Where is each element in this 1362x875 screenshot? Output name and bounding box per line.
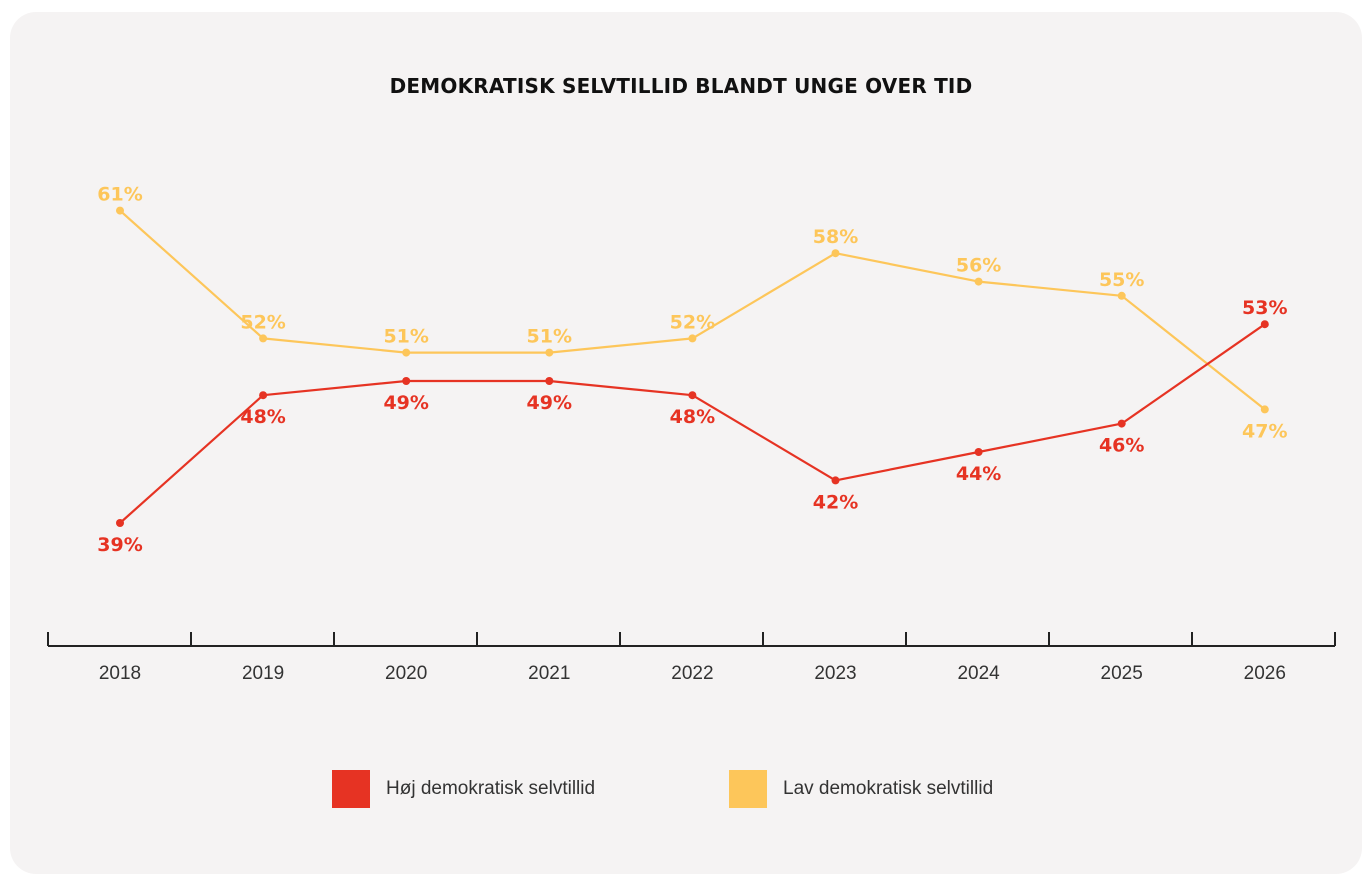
- data-point-lav: [1117, 291, 1126, 300]
- data-label-hoej: 39%: [97, 534, 142, 556]
- data-label-hoej: 48%: [670, 406, 715, 428]
- data-point-lav: [402, 348, 411, 357]
- data-label-hoej: 49%: [527, 392, 572, 414]
- data-label-lav: 55%: [1099, 269, 1144, 291]
- legend-swatch-lav: [729, 770, 767, 808]
- x-tick-label: 2018: [99, 663, 141, 684]
- data-labels: 61% 52% 51% 51% 52% 58% 56% 55% 47% 39% 48% 49% 49% 4…: [97, 184, 1287, 556]
- data-point-hoej: [1260, 320, 1269, 329]
- legend-item-lav: Lav demokratisk selvtillid: [729, 770, 993, 808]
- data-point-hoej: [974, 448, 983, 456]
- data-point-lav: [1260, 405, 1269, 414]
- data-point-hoej: [1117, 419, 1126, 428]
- chart-card: [10, 12, 1362, 874]
- data-label-lav: 47%: [1242, 420, 1287, 442]
- data-label-hoej: 53%: [1242, 297, 1287, 319]
- data-point-hoej: [831, 476, 840, 485]
- data-label-lav: 58%: [813, 226, 858, 248]
- data-point-lav: [688, 334, 697, 343]
- data-point-hoej: [688, 391, 697, 400]
- x-tick-label: 2026: [1244, 663, 1286, 684]
- data-point-lav: [974, 277, 983, 286]
- data-label-lav: 52%: [240, 311, 285, 333]
- x-tick-label: 2019: [242, 663, 284, 684]
- data-label-hoej: 48%: [240, 406, 285, 428]
- series-points: [116, 206, 1269, 527]
- data-point-hoej: [402, 377, 411, 385]
- data-label-hoej: 46%: [1099, 435, 1144, 457]
- data-label-hoej: 44%: [956, 463, 1001, 485]
- data-label-lav: 52%: [670, 311, 715, 333]
- x-tick-label: 2022: [671, 663, 713, 684]
- data-label-lav: 61%: [97, 184, 142, 206]
- data-point-lav: [545, 348, 554, 357]
- data-label-lav: 51%: [527, 326, 572, 348]
- data-point-hoej: [116, 519, 124, 527]
- data-point-lav: [116, 206, 124, 215]
- data-point-lav: [831, 249, 840, 258]
- data-label-lav: 51%: [383, 326, 428, 348]
- legend-label-lav: Lav demokratisk selvtillid: [783, 778, 994, 799]
- x-tick-label: 2025: [1101, 663, 1143, 684]
- series-lines: [119, 209, 1266, 524]
- legend-swatch-hoej: [332, 770, 370, 808]
- chart-title: DEMOKRATISK SELVTILLID BLANDT UNGE OVER …: [389, 74, 973, 98]
- data-point-hoej: [545, 377, 554, 385]
- series-line-lav: [119, 209, 1266, 411]
- legend-label-hoej: Høj demokratisk selvtillid: [386, 778, 596, 799]
- x-tick-label: 2023: [814, 663, 856, 684]
- x-tick-label: 2021: [528, 663, 570, 684]
- data-label-hoej: 49%: [383, 392, 428, 414]
- data-label-lav: 56%: [956, 255, 1001, 277]
- data-label-hoej: 42%: [813, 491, 858, 513]
- x-tick-label: 2024: [957, 663, 1000, 684]
- data-point-hoej: [259, 391, 268, 400]
- legend-item-hoej: Høj demokratisk selvtillid: [332, 770, 595, 808]
- x-tick-label: 2020: [385, 663, 427, 684]
- data-point-lav: [259, 334, 268, 343]
- x-axis: 2018 2019 2020 2021 2022 2023 2024 2025 2026: [47, 632, 1336, 684]
